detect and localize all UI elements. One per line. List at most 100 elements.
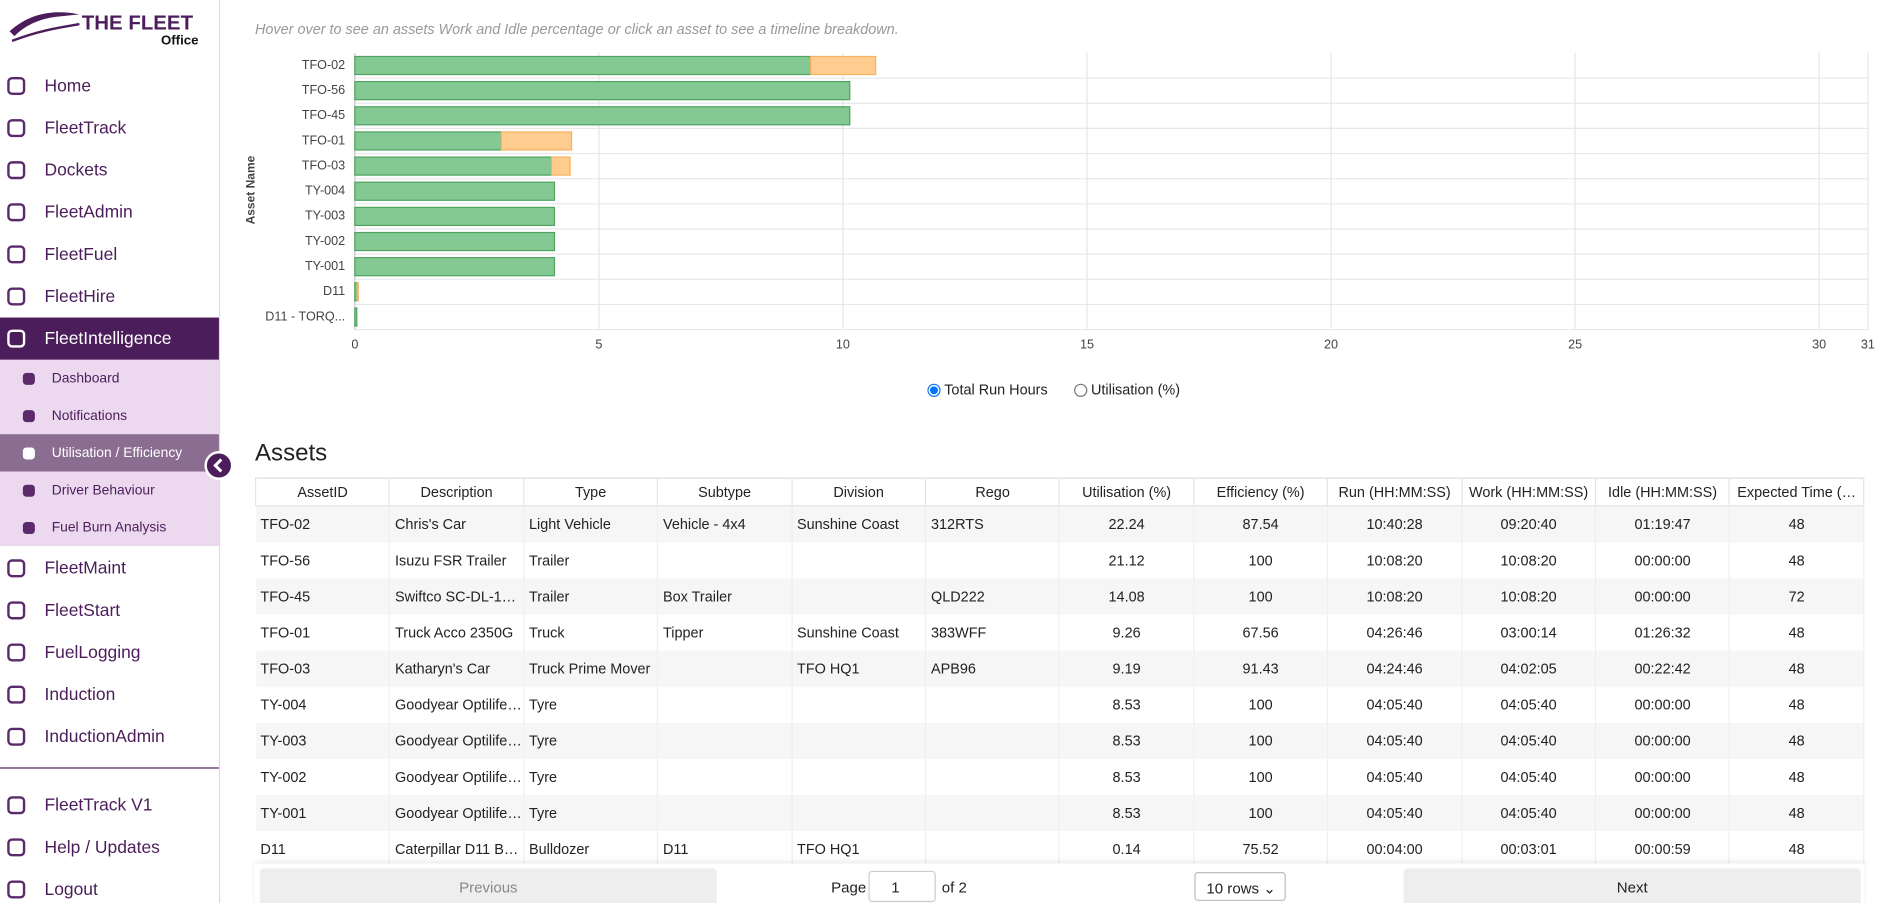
- table-cell: [925, 722, 1061, 759]
- nav-icon: [7, 119, 26, 138]
- table-cell: 01:26:32: [1595, 614, 1731, 651]
- nav-label: Dashboard: [51, 371, 120, 386]
- nav-item[interactable]: Home: [0, 65, 219, 107]
- nav-icon: [7, 559, 26, 578]
- table-cell: TFO HQ1: [791, 650, 927, 687]
- radio[interactable]: Utilisation (%): [1074, 381, 1180, 398]
- column-header[interactable]: Division: [790, 477, 927, 507]
- radio[interactable]: Total Run Hours: [927, 381, 1048, 398]
- nav-item[interactable]: FleetHire: [0, 275, 219, 317]
- table-row[interactable]: TY-001 Goodyear Optilife… Tyre 8.53 100 04:05…: [255, 795, 1865, 832]
- nav-item[interactable]: FleetMaint: [0, 547, 219, 589]
- table-cell: APB96: [925, 650, 1061, 687]
- table-cell: Tyre: [523, 795, 659, 832]
- bar-segment: [354, 156, 553, 176]
- table-row[interactable]: TFO-02 Chris's Car Light Vehicle Vehicle - …: [255, 505, 1865, 543]
- table-cell: [925, 795, 1061, 832]
- table-row[interactable]: TY-002 Goodyear Optilife… Tyre 8.53 100 04:05…: [255, 758, 1865, 796]
- sub-nav-item[interactable]: Notifications: [0, 397, 219, 434]
- y-tick-label: D11: [323, 284, 345, 298]
- table-cell: 00:22:42: [1595, 650, 1731, 687]
- bar-segment: [354, 81, 851, 101]
- rows-select[interactable]: 10 rows ⌄: [1194, 872, 1286, 901]
- table-cell: [791, 722, 927, 759]
- table-row[interactable]: TY-004 Goodyear Optilife… Tyre 8.53 100 04:05…: [255, 686, 1865, 723]
- table-cell: TFO-01: [255, 614, 391, 651]
- table-cell: 00:00:00: [1595, 758, 1731, 796]
- table-row[interactable]: TFO-56 Isuzu FSR Trailer Trailer 21.12 100 10…: [255, 542, 1865, 579]
- nav-item[interactable]: InductionAdmin: [0, 716, 219, 758]
- table-cell: 04:05:40: [1461, 758, 1597, 796]
- column-header[interactable]: Expected Time (…: [1728, 477, 1865, 507]
- page-input[interactable]: 1: [868, 870, 936, 903]
- nav-item[interactable]: FleetTrack: [0, 107, 219, 149]
- bar-segment: [354, 231, 556, 252]
- nav-label: FleetStart: [44, 600, 121, 621]
- nav-item[interactable]: FuelLogging: [0, 631, 219, 673]
- table-cell: 04:24:46: [1327, 650, 1463, 687]
- nav-item[interactable]: Help / Updates: [0, 826, 219, 868]
- sub-nav-item[interactable]: Utilisation / Efficiency: [0, 434, 219, 472]
- previous-button[interactable]: Previous: [259, 868, 717, 903]
- table-cell: [791, 758, 927, 796]
- table-cell: 04:02:05: [1461, 650, 1597, 687]
- table-row[interactable]: TFO-01 Truck Acco 2350G Truck Tipper Sunshin…: [255, 614, 1865, 651]
- nav-icon: [22, 446, 35, 459]
- column-header[interactable]: Description: [388, 477, 525, 507]
- table-cell: TY-002: [255, 758, 391, 796]
- table-cell: 91.43: [1193, 650, 1329, 687]
- sub-nav-item[interactable]: Fuel Burn Analysis: [0, 509, 219, 546]
- page-label: Page: [831, 879, 867, 897]
- next-button[interactable]: Next: [1403, 868, 1861, 903]
- table-row[interactable]: TFO-45 Swiftco SC-DL-1… Trailer Box Trailer…: [255, 578, 1865, 615]
- column-header[interactable]: AssetID: [254, 477, 391, 507]
- nav-item[interactable]: FleetStart: [0, 589, 219, 631]
- nav-label: Logout: [44, 879, 98, 900]
- column-header[interactable]: Utilisation (%): [1058, 477, 1195, 507]
- nav-item[interactable]: Logout: [0, 868, 219, 903]
- table-cell: 48: [1729, 722, 1865, 759]
- column-header[interactable]: Idle (HH:MM:SS): [1594, 477, 1731, 507]
- table-row[interactable]: TY-003 Goodyear Optilife… Tyre 8.53 100 04:05…: [255, 722, 1865, 759]
- table-cell: 48: [1729, 614, 1865, 651]
- column-header[interactable]: Rego: [924, 477, 1061, 507]
- nav-item[interactable]: FleetFuel: [0, 233, 219, 275]
- brand-subtitle: Office: [161, 32, 198, 47]
- column-header[interactable]: Type: [522, 477, 659, 507]
- table-cell: Tipper: [657, 614, 793, 651]
- column-header[interactable]: Run (HH:MM:SS): [1326, 477, 1463, 507]
- nav-label: Driver Behaviour: [51, 482, 155, 498]
- table-cell: 48: [1729, 795, 1865, 832]
- nav-item[interactable]: FleetAdmin: [0, 191, 219, 233]
- table-row[interactable]: TFO-03 Katharyn's Car Truck Prime Mover TFO…: [255, 650, 1865, 687]
- nav-item[interactable]: FleetIntelligence: [0, 317, 219, 360]
- table-row[interactable]: D11 Caterpillar D11 B… Bulldozer D11 TFO HQ1…: [255, 831, 1865, 868]
- nav-item[interactable]: Induction: [0, 674, 219, 716]
- column-header[interactable]: Subtype: [656, 477, 793, 507]
- table-cell: 10:08:20: [1461, 542, 1597, 579]
- view-toggle: Total Run Hours Utilisation (%): [927, 381, 1180, 398]
- table-cell: D11: [657, 831, 793, 868]
- bar-segment: [810, 55, 877, 76]
- table-cell: Swiftco SC-DL-1…: [389, 578, 525, 615]
- table-cell: 48: [1729, 505, 1865, 543]
- column-header[interactable]: Efficiency (%): [1192, 477, 1329, 507]
- table-cell: Box Trailer: [657, 578, 793, 615]
- nav-item[interactable]: Dockets: [0, 149, 219, 191]
- table-cell: 75.52: [1193, 831, 1329, 868]
- sub-nav-item[interactable]: Dashboard: [0, 360, 219, 397]
- bar-segment: [354, 106, 851, 126]
- table-cell: 04:05:40: [1327, 795, 1463, 832]
- table-cell: 100: [1193, 758, 1329, 796]
- nav-item[interactable]: FleetTrack V1: [0, 784, 219, 826]
- table-cell: 87.54: [1193, 505, 1329, 543]
- sub-nav-item[interactable]: Driver Behaviour: [0, 471, 219, 508]
- table-cell: [657, 542, 793, 579]
- column-header[interactable]: Work (HH:MM:SS): [1460, 477, 1597, 507]
- brand-title: THE FLEET: [82, 11, 194, 34]
- table-cell: TFO HQ1: [791, 831, 927, 868]
- collapse-button[interactable]: [204, 451, 234, 480]
- nav-icon: [7, 643, 26, 662]
- table-cell: TY-004: [255, 686, 391, 723]
